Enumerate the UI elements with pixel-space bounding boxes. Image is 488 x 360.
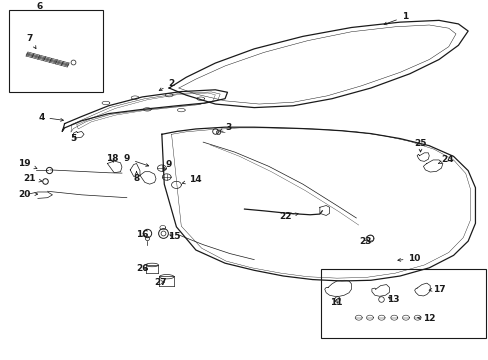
Text: 2: 2 (159, 79, 174, 90)
Text: 15: 15 (167, 232, 180, 241)
Text: 4: 4 (38, 113, 63, 122)
Text: 22: 22 (279, 212, 298, 221)
Text: 25: 25 (413, 139, 426, 152)
Text: 7: 7 (26, 34, 36, 49)
Text: 3: 3 (220, 123, 232, 132)
Text: 27: 27 (154, 278, 167, 287)
Text: 23: 23 (358, 237, 370, 246)
Text: 14: 14 (182, 175, 201, 184)
Text: 19: 19 (19, 159, 37, 169)
Text: 20: 20 (19, 190, 38, 199)
Bar (321, 269, 485, 338)
Text: 9: 9 (163, 160, 172, 170)
Bar (9, 10, 103, 91)
Text: 13: 13 (386, 295, 398, 304)
Text: 26: 26 (136, 264, 148, 273)
Text: 21: 21 (23, 174, 42, 183)
Text: 5: 5 (70, 134, 76, 143)
Text: 8: 8 (133, 171, 140, 183)
Text: 9: 9 (123, 154, 148, 166)
Text: 11: 11 (329, 298, 342, 307)
Text: 18: 18 (106, 154, 118, 163)
Text: 1: 1 (383, 12, 407, 25)
Text: 17: 17 (428, 285, 445, 294)
Text: 6: 6 (36, 2, 42, 11)
Text: 12: 12 (417, 314, 435, 323)
Text: 10: 10 (397, 254, 420, 263)
Text: 16: 16 (136, 230, 148, 239)
Text: 24: 24 (438, 156, 453, 165)
